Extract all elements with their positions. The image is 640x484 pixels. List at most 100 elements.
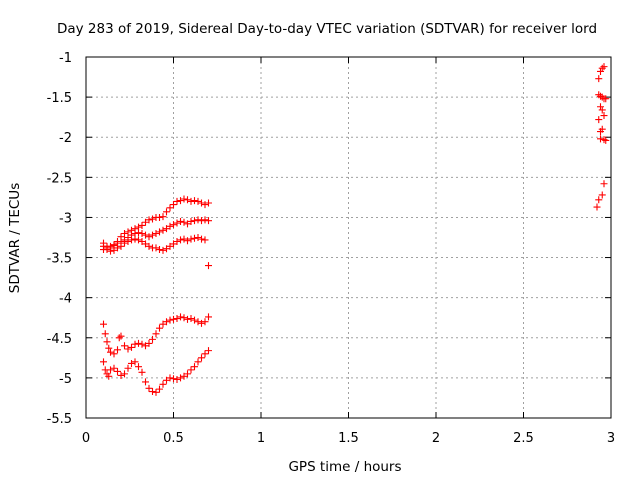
data-point: [595, 75, 603, 83]
data-point: [194, 197, 202, 205]
data-point: [201, 350, 209, 358]
y-tick-label: -2: [59, 131, 72, 146]
data-point: [103, 338, 111, 346]
data-point: [166, 374, 174, 382]
data-point: [198, 319, 205, 327]
data-point: [121, 342, 128, 350]
data-point: [598, 191, 606, 199]
data-point: [597, 103, 604, 111]
x-tick-label: 0: [82, 431, 90, 446]
data-point: [166, 204, 174, 212]
data-point: [180, 235, 188, 243]
data-point: [156, 324, 163, 332]
data-point: [149, 215, 156, 223]
data-point: [597, 135, 604, 143]
data-point: [145, 339, 153, 347]
data-point: [184, 196, 191, 204]
data-point: [187, 366, 195, 374]
x-tick-label: 3: [607, 431, 615, 446]
chart-title: Day 283 of 2019, Sidereal Day-to-day VTE…: [57, 21, 597, 37]
data-point: [177, 197, 184, 205]
data-point: [166, 222, 174, 230]
data-point: [184, 370, 191, 378]
data-point: [145, 242, 153, 250]
data-point: [152, 330, 160, 338]
data-point: [159, 246, 167, 254]
data-point: [131, 235, 139, 243]
x-tick-label: 1: [257, 431, 265, 446]
x-tick-label: 2.5: [513, 431, 534, 446]
data-point: [149, 335, 156, 343]
data-point: [149, 231, 156, 239]
x-axis-label: GPS time / hours: [288, 459, 401, 475]
data-point: [138, 340, 146, 348]
data-point: [138, 221, 146, 229]
data-point: [152, 244, 160, 252]
data-point: [170, 315, 177, 323]
x-tick-label: 1.5: [338, 431, 359, 446]
data-point: [205, 262, 212, 270]
data-point: [205, 313, 212, 321]
data-point: [103, 246, 111, 254]
data-point: [180, 218, 188, 226]
data-point: [166, 316, 174, 324]
data-point: [135, 236, 142, 244]
y-tick-label: -5.5: [47, 412, 72, 427]
plot-frame: [85, 56, 612, 419]
data-point: [142, 231, 149, 239]
data-point: [121, 229, 128, 237]
data-point: [121, 370, 128, 378]
data-point: [593, 203, 601, 211]
data-point: [124, 345, 132, 353]
data-point: [107, 247, 114, 255]
y-tick-label: -1: [59, 51, 72, 66]
data-point: [156, 246, 163, 254]
data-point: [600, 63, 608, 71]
data-point: [135, 339, 142, 347]
data-point: [201, 216, 209, 224]
data-point: [598, 93, 606, 101]
grid-lines: [86, 57, 611, 418]
data-point: [205, 347, 212, 355]
data-point: [191, 316, 198, 324]
data-point: [131, 358, 139, 366]
data-point: [121, 239, 128, 247]
data-point: [173, 375, 181, 383]
data-point: [184, 237, 191, 245]
data-point: [201, 236, 209, 244]
data-point: [100, 358, 107, 366]
data-point: [602, 136, 610, 144]
data-point: [600, 112, 608, 120]
x-tick-label: 2: [432, 431, 440, 446]
y-tick-label: -2.5: [47, 171, 72, 186]
data-point: [152, 388, 160, 396]
data-point: [170, 375, 177, 383]
data-point: [198, 235, 205, 243]
data-point: [194, 234, 202, 241]
data-point: [173, 219, 181, 227]
data-point: [600, 180, 608, 188]
data-point: [128, 236, 135, 244]
x-tick-label: 0.5: [163, 431, 184, 446]
data-point: [595, 196, 603, 204]
data-point: [205, 217, 212, 225]
data-point: [131, 340, 139, 348]
data-point: [170, 201, 177, 209]
data-point: [114, 346, 121, 354]
data-point: [107, 348, 114, 356]
data-point: [187, 315, 195, 323]
data-point: [100, 320, 107, 328]
data-point: [156, 213, 163, 221]
data-point: [595, 116, 603, 124]
data-point: [115, 334, 123, 342]
y-tick-label: -4.5: [47, 332, 72, 347]
data-point: [156, 228, 163, 236]
data-point: [187, 197, 195, 205]
data-point: [159, 380, 167, 388]
data-point: [135, 229, 142, 237]
data-point: [110, 350, 118, 358]
data-point: [114, 367, 121, 375]
data-point: [198, 354, 205, 362]
y-axis-label: SDTVAR / TECUs: [7, 183, 23, 293]
